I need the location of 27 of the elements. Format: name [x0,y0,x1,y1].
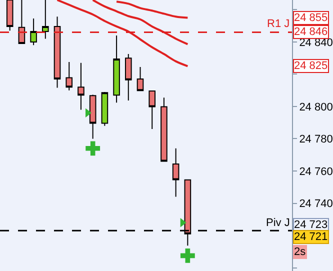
candlestick [113,34,120,104]
candlestick [54,16,61,88]
y-tick-label: 24 780 [299,134,333,146]
annotation: 24 825 [294,60,328,72]
candlestick [136,66,144,92]
annotation: 24 855 [294,12,328,24]
annotation: 24 846 [294,26,328,38]
candlestick [78,62,84,110]
candlestick [30,18,37,46]
y-tick-label: 24 740 [299,198,333,210]
candlestick [160,97,168,162]
candlestick [18,0,26,44]
text: 24 721 [294,231,328,243]
candlestick [66,61,73,91]
candlestick [172,148,180,198]
ref-line-label: Piv J [266,217,290,229]
candlestick [124,54,132,101]
y-tick-label: 24 800 [299,101,333,114]
y-tick-label: 24 760 [299,166,333,178]
candlestick [6,0,14,32]
candlestick [101,91,108,126]
candlestick [148,90,156,130]
text: 2s [294,246,306,258]
text: 24 723 [294,219,328,231]
candlestick [42,0,49,40]
ref-line-label: R1 J [267,18,290,30]
line-series [116,0,189,19]
